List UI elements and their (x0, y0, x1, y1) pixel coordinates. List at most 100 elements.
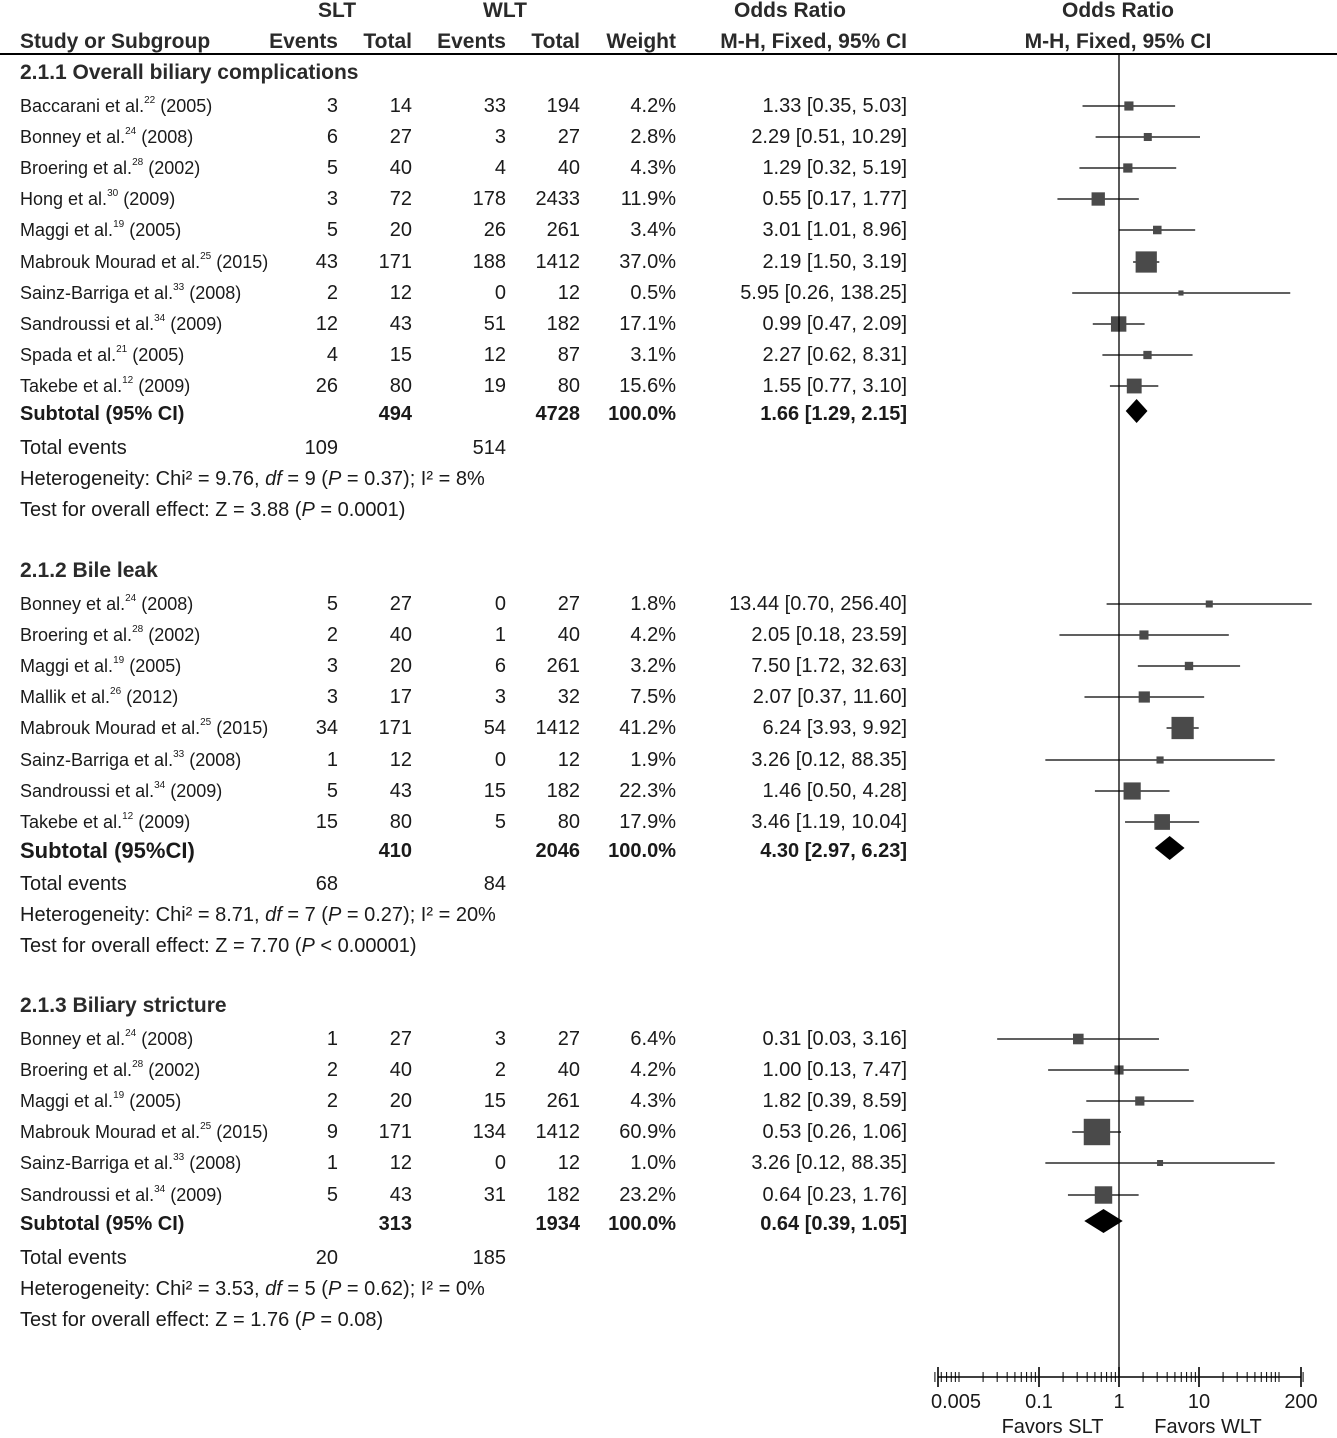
study-year: (2009) (138, 376, 191, 396)
subtotal-total1: 494 (378, 403, 412, 425)
total2-cell: 12 (557, 1152, 580, 1174)
study-author: Maggi et al. (20, 1091, 114, 1111)
x-axis-tick-label: 1 (1113, 1391, 1124, 1413)
subtotal-total2: 2046 (535, 840, 581, 862)
study-reference: 24 (125, 593, 137, 604)
favors-left-label: Favors SLT (1001, 1416, 1104, 1438)
events1-cell: 26 (315, 375, 338, 397)
point-estimate-square (1143, 132, 1152, 142)
events1-cell: 1 (326, 749, 338, 771)
study-name: Spada et al.21 (2005) (20, 344, 184, 366)
heterogeneity-p: P (327, 904, 342, 926)
study-name: Sandroussi et al.34 (2009) (20, 1184, 222, 1206)
total2-cell: 1412 (535, 717, 581, 739)
point-estimate-square (1083, 1118, 1111, 1146)
total1-cell: 15 (389, 344, 412, 366)
events1-cell: 1 (326, 1028, 338, 1050)
heterogeneity-df: df (265, 1278, 282, 1300)
odds-ratio-ci-cell: 2.27 [0.62, 8.31] (762, 344, 907, 366)
study-year: (2009) (170, 1185, 223, 1205)
total2-cell: 12 (557, 749, 580, 771)
total2-cell: 40 (557, 157, 580, 179)
study-year: (2008) (141, 1029, 194, 1049)
weight-cell: 4.2% (630, 1059, 676, 1081)
total-events1: 109 (304, 437, 338, 459)
study-year: (2002) (148, 158, 201, 178)
weight-cell: 3.1% (630, 344, 676, 366)
total2-cell: 80 (557, 375, 580, 397)
weight-cell: 17.1% (619, 313, 676, 335)
heterogeneity-pre: Heterogeneity: Chi² = 9.76, (20, 468, 266, 490)
total1-header: Total (363, 30, 412, 53)
point-estimate-square (1123, 163, 1133, 173)
study-reference: 24 (125, 126, 137, 137)
study-reference: 28 (132, 624, 144, 635)
total2-cell: 27 (557, 1028, 580, 1050)
study-author: Hong et al. (20, 189, 108, 209)
total-events-label: Total events (20, 873, 127, 895)
events1-cell: 34 (315, 717, 338, 739)
study-reference: 25 (200, 251, 212, 262)
events2-cell: 0 (494, 282, 506, 304)
weight-cell: 37.0% (619, 251, 676, 273)
overall-pre: Test for overall effect: Z = 7.70 ( (20, 935, 302, 957)
total-events2: 84 (483, 873, 506, 895)
events2-cell: 0 (494, 1152, 506, 1174)
total-events1: 68 (315, 873, 338, 895)
events2-cell: 1 (494, 624, 506, 646)
events2-cell: 4 (494, 157, 506, 179)
odds-ratio-ci-cell: 0.99 [0.47, 2.09] (762, 313, 907, 335)
odds-ratio-ci-cell: 0.55 [0.17, 1.77] (762, 188, 907, 210)
study-reference: 25 (200, 1121, 212, 1132)
study-name: Baccarani et al.22 (2005) (20, 95, 212, 117)
events2-cell: 0 (494, 593, 506, 615)
weight-cell: 6.4% (630, 1028, 676, 1050)
study-year: (2008) (189, 283, 242, 303)
study-name: Mallik et al.26 (2012) (20, 686, 178, 708)
study-name: Mabrouk Mourad et al.25 (2015) (20, 251, 268, 273)
total2-cell: 261 (546, 219, 580, 241)
study-name: Bonney et al.24 (2008) (20, 126, 193, 148)
study-name: Sainz-Barriga et al.33 (2008) (20, 1152, 241, 1174)
total2-cell: 27 (557, 126, 580, 148)
heterogeneity-p: P (327, 1278, 342, 1300)
point-estimate-square (1153, 225, 1162, 235)
study-author: Mallik et al. (20, 687, 111, 707)
events2-cell: 54 (483, 717, 506, 739)
events2-cell: 2 (494, 1059, 506, 1081)
weight-cell: 17.9% (619, 811, 676, 833)
study-year: (2009) (123, 189, 176, 209)
total1-cell: 20 (389, 219, 412, 241)
total2-cell: 261 (546, 1090, 580, 1112)
point-estimate-square (1094, 1186, 1113, 1204)
events1-cell: 3 (326, 95, 338, 117)
study-author: Spada et al. (20, 345, 117, 365)
weight-cell: 23.2% (619, 1184, 676, 1206)
subtotal-diamond (1084, 1209, 1123, 1233)
point-estimate-square (1178, 290, 1184, 296)
study-author: Sainz-Barriga et al. (20, 750, 174, 770)
weight-cell: 3.2% (630, 655, 676, 677)
total2-cell: 87 (557, 344, 580, 366)
study-name: Maggi et al.19 (2005) (20, 219, 181, 241)
total1-cell: 43 (389, 1184, 412, 1206)
events1-cell: 4 (326, 344, 338, 366)
study-reference: 34 (154, 313, 166, 324)
total-events-label: Total events (20, 1247, 127, 1269)
study-reference: 33 (173, 1152, 185, 1163)
method2-header: M-H, Fixed, 95% CI (1024, 30, 1212, 53)
odds-ratio-ci-cell: 7.50 [1.72, 32.63] (751, 655, 907, 677)
study-year: (2008) (141, 127, 194, 147)
study-author: Sandroussi et al. (20, 781, 155, 801)
overall-p: P (301, 1309, 315, 1331)
events2-cell: 12 (483, 344, 506, 366)
header-rule (0, 53, 1337, 55)
study-name: Broering et al.28 (2002) (20, 624, 200, 646)
odds-ratio-ci-cell: 0.64 [0.23, 1.76] (762, 1184, 907, 1206)
study-reference: 33 (173, 749, 185, 760)
study-author: Sainz-Barriga et al. (20, 1153, 174, 1173)
point-estimate-square (1171, 716, 1194, 740)
weight-header: Weight (606, 30, 676, 53)
point-estimate-square (1135, 251, 1157, 273)
